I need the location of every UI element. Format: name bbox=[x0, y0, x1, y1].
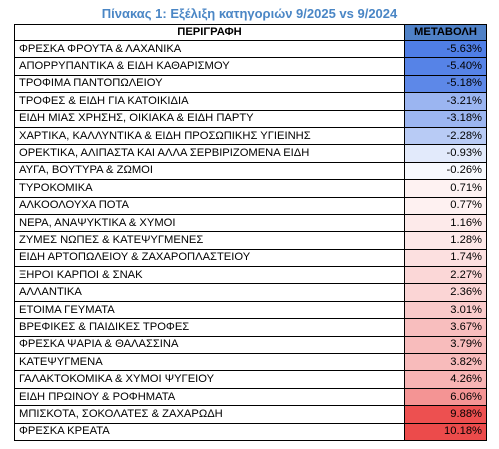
row-description: ΓΑΛΑΚΤΟΚΟΜΙΚΑ & ΧΥΜΟΙ ΨΥΓΕΙΟΥ bbox=[14, 370, 405, 389]
table-row: ΦΡΕΣΚΑ ΦΡΟΥΤΑ & ΛΑΧΑΝΙΚΑ -5.63% bbox=[14, 39, 487, 59]
row-change-value: -0.93% bbox=[404, 144, 487, 163]
row-description: ΕΙΔΗ ΜΙΑΣ ΧΡΗΣΗΣ, ΟΙΚΙΑΚΑ & ΕΙΔΗ ΠΑΡΤΥ bbox=[14, 109, 405, 128]
row-change-value: 1.28% bbox=[404, 231, 487, 250]
table-row: ΞΗΡΟΙ ΚΑΡΠΟΙ & ΣΝΑΚ 2.27% bbox=[14, 266, 487, 285]
row-change-value: 2.27% bbox=[404, 266, 487, 285]
table-row: ΕΙΔΗ ΜΙΑΣ ΧΡΗΣΗΣ, ΟΙΚΙΑΚΑ & ΕΙΔΗ ΠΑΡΤΥ -3… bbox=[14, 109, 487, 128]
table-row: ΤΥΡΟΚΟΜΙΚΑ 0.71% bbox=[14, 179, 487, 198]
row-description: ΤΥΡΟΚΟΜΙΚΑ bbox=[14, 179, 405, 198]
row-description: ΞΗΡΟΙ ΚΑΡΠΟΙ & ΣΝΑΚ bbox=[14, 266, 405, 285]
row-change-value: -2.28% bbox=[404, 126, 487, 146]
row-description: ΖΥΜΕΣ ΝΩΠΕΣ & ΚΑΤΕΨΥΓΜΕΝΕΣ bbox=[14, 231, 405, 250]
row-change-value: -3.21% bbox=[404, 92, 487, 111]
row-change-value: 1.74% bbox=[404, 248, 487, 268]
row-change-value: 10.18% bbox=[404, 422, 487, 441]
row-description: ΕΙΔΗ ΠΡΩΙΝΟΥ & ΡΟΦΗΜΑΤΑ bbox=[14, 387, 405, 407]
row-change-value: -5.18% bbox=[404, 74, 487, 94]
row-change-value: 1.16% bbox=[404, 213, 487, 233]
table-row: ΖΥΜΕΣ ΝΩΠΕΣ & ΚΑΤΕΨΥΓΜΕΝΕΣ 1.28% bbox=[14, 231, 487, 250]
table-row: ΧΑΡΤΙΚΑ, ΚΑΛΛΥΝΤΙΚΑ & ΕΙΔΗ ΠΡΟΣΩΠΙΚΗΣ ΥΓ… bbox=[14, 126, 487, 146]
table-row: ΒΡΕΦΙΚΕΣ & ΠΑΙΔΙΚΕΣ ΤΡΟΦΕΣ 3.67% bbox=[14, 318, 487, 337]
row-description: ΟΡΕΚΤΙΚΑ, ΑΛΙΠΑΣΤΑ ΚΑΙ ΑΛΛΑ ΣΕΡΒΙΡΙΖΟΜΕΝ… bbox=[14, 144, 405, 163]
row-description: ΦΡΕΣΚΑ ΦΡΟΥΤΑ & ΛΑΧΑΝΙΚΑ bbox=[14, 39, 405, 59]
row-change-value: 3.01% bbox=[404, 300, 487, 320]
row-change-value: 2.36% bbox=[404, 283, 487, 302]
row-description: ΑΛΚΟΟΛΟΥΧΑ ΠΟΤΑ bbox=[14, 196, 405, 215]
row-change-value: -0.26% bbox=[404, 161, 487, 181]
table-title: Πίνακας 1: Εξέλιξη κατηγοριών 9/2025 vs … bbox=[101, 6, 398, 21]
header-change: ΜΕΤΑΒΟΛΗ bbox=[404, 24, 487, 41]
row-description: ΚΑΤΕΨΥΓΜΕΝΑ bbox=[14, 353, 405, 372]
row-change-value: 0.71% bbox=[404, 179, 487, 198]
table-row: ΑΠΟΡΡΥΠΑΝΤΙΚΑ & ΕΙΔΗ ΚΑΘΑΡΙΣΜΟΥ -5.40% bbox=[14, 57, 487, 76]
row-change-value: -3.18% bbox=[404, 109, 487, 128]
row-description: ΑΛΛΑΝΤΙΚΑ bbox=[14, 283, 405, 302]
row-change-value: 4.26% bbox=[404, 370, 487, 389]
row-description: ΤΡΟΦΙΜΑ ΠΑΝΤΟΠΩΛΕΙΟΥ bbox=[14, 74, 405, 94]
row-description: ΧΑΡΤΙΚΑ, ΚΑΛΛΥΝΤΙΚΑ & ΕΙΔΗ ΠΡΟΣΩΠΙΚΗΣ ΥΓ… bbox=[14, 126, 405, 146]
table-row: ΤΡΟΦΕΣ & ΕΙΔΗ ΓΙΑ ΚΑΤΟΙΚΙΔΙΑ -3.21% bbox=[14, 92, 487, 111]
row-change-value: 9.88% bbox=[404, 405, 487, 424]
row-description: ΦΡΕΣΚΑ ΨΑΡΙΑ & ΘΑΛΑΣΣΙΝΑ bbox=[14, 335, 405, 355]
table-row: ΕΙΔΗ ΠΡΩΙΝΟΥ & ΡΟΦΗΜΑΤΑ 6.06% bbox=[14, 387, 487, 407]
row-change-value: -5.40% bbox=[404, 57, 487, 76]
row-change-value: -5.63% bbox=[404, 39, 487, 59]
table-row: ΦΡΕΣΚΑ ΨΑΡΙΑ & ΘΑΛΑΣΣΙΝΑ 3.79% bbox=[14, 335, 487, 355]
table-body: ΦΡΕΣΚΑ ΦΡΟΥΤΑ & ΛΑΧΑΝΙΚΑ -5.63% ΑΠΟΡΡΥΠΑΝΤ… bbox=[14, 39, 487, 441]
row-description: ΒΡΕΦΙΚΕΣ & ΠΑΙΔΙΚΕΣ ΤΡΟΦΕΣ bbox=[14, 318, 405, 337]
row-description: ΕΤΟΙΜΑ ΓΕΥΜΑΤΑ bbox=[14, 300, 405, 320]
row-change-value: 0.77% bbox=[404, 196, 487, 215]
table-row: ΓΑΛΑΚΤΟΚΟΜΙΚΑ & ΧΥΜΟΙ ΨΥΓΕΙΟΥ 4.26% bbox=[14, 370, 487, 389]
table-row: ΕΙΔΗ ΑΡΤΟΠΩΛΕΙΟΥ & ΖΑΧΑΡΟΠΛΑΣΤΕΙΟΥ 1.74% bbox=[14, 248, 487, 268]
row-change-value: 3.67% bbox=[404, 318, 487, 337]
row-description: ΜΠΙΣΚΟΤΑ, ΣΟΚΟΛΑΤΕΣ & ΖΑΧΑΡΩΔΗ bbox=[14, 405, 405, 424]
row-description: ΦΡΕΣΚΑ ΚΡΕΑΤΑ bbox=[14, 422, 405, 441]
row-description: ΝΕΡΑ, ΑΝΑΨΥΚΤΙΚΑ & ΧΥΜΟΙ bbox=[14, 213, 405, 233]
table-row: ΝΕΡΑ, ΑΝΑΨΥΚΤΙΚΑ & ΧΥΜΟΙ 1.16% bbox=[14, 213, 487, 233]
table-row: ΤΡΟΦΙΜΑ ΠΑΝΤΟΠΩΛΕΙΟΥ -5.18% bbox=[14, 74, 487, 94]
row-change-value: 3.79% bbox=[404, 335, 487, 355]
table-row: ΕΤΟΙΜΑ ΓΕΥΜΑΤΑ 3.01% bbox=[14, 300, 487, 320]
table-row: ΦΡΕΣΚΑ ΚΡΕΑΤΑ 10.18% bbox=[14, 422, 487, 441]
table-row: ΑΛΚΟΟΛΟΥΧΑ ΠΟΤΑ 0.77% bbox=[14, 196, 487, 215]
row-description: ΑΠΟΡΡΥΠΑΝΤΙΚΑ & ΕΙΔΗ ΚΑΘΑΡΙΣΜΟΥ bbox=[14, 57, 405, 76]
row-description: ΕΙΔΗ ΑΡΤΟΠΩΛΕΙΟΥ & ΖΑΧΑΡΟΠΛΑΣΤΕΙΟΥ bbox=[14, 248, 405, 268]
category-change-table: ΠΕΡΙΓΡΑΦΗ ΜΕΤΑΒΟΛΗ ΦΡΕΣΚΑ ΦΡΟΥΤΑ & ΛΑΧΑΝ… bbox=[14, 24, 487, 441]
table-header-row: ΠΕΡΙΓΡΑΦΗ ΜΕΤΑΒΟΛΗ bbox=[14, 24, 487, 41]
row-description: ΤΡΟΦΕΣ & ΕΙΔΗ ΓΙΑ ΚΑΤΟΙΚΙΔΙΑ bbox=[14, 92, 405, 111]
table-row: ΜΠΙΣΚΟΤΑ, ΣΟΚΟΛΑΤΕΣ & ΖΑΧΑΡΩΔΗ 9.88% bbox=[14, 405, 487, 424]
table-row: ΚΑΤΕΨΥΓΜΕΝΑ 3.82% bbox=[14, 353, 487, 372]
table-row: ΑΛΛΑΝΤΙΚΑ 2.36% bbox=[14, 283, 487, 302]
table-row: ΟΡΕΚΤΙΚΑ, ΑΛΙΠΑΣΤΑ ΚΑΙ ΑΛΛΑ ΣΕΡΒΙΡΙΖΟΜΕΝ… bbox=[14, 144, 487, 163]
row-change-value: 3.82% bbox=[404, 353, 487, 372]
row-description: ΑΥΓΑ, ΒΟΥΤΥΡΑ & ΖΩΜΟΙ bbox=[14, 161, 405, 181]
table-row: ΑΥΓΑ, ΒΟΥΤΥΡΑ & ΖΩΜΟΙ -0.26% bbox=[14, 161, 487, 181]
row-change-value: 6.06% bbox=[404, 387, 487, 407]
header-description: ΠΕΡΙΓΡΑΦΗ bbox=[14, 24, 405, 41]
